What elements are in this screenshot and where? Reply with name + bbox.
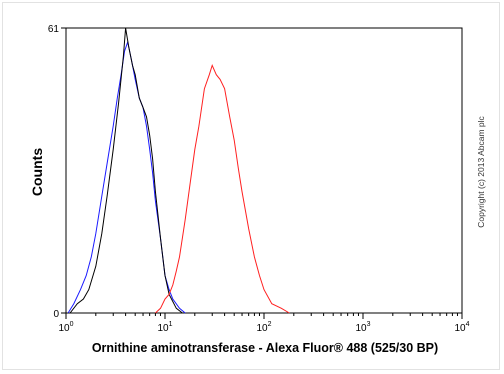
series-line-2 [69,27,183,314]
x-tick-label-0: 100 [58,321,73,334]
figure-frame [2,2,500,370]
y-tick-label-1: 61 [48,24,60,35]
y-axis-label: Counts [29,148,45,196]
series-line-3 [155,63,290,314]
x-axis-label: Ornithine aminotransferase - Alexa Fluor… [92,341,438,355]
y-tick-label-0: 0 [53,309,59,320]
x-tick-label-3: 103 [355,321,370,334]
x-tick-label-2: 102 [256,321,271,334]
x-tick-label-1: 101 [157,321,172,334]
copyright-text: Copyright (c) 2013 Abcam plc [476,116,486,228]
series-line-1 [67,40,186,314]
x-tick-label-4: 104 [454,321,469,334]
plot-area [65,27,463,314]
plot-layer: 100 101 102 103 104 0 61 [48,24,470,334]
